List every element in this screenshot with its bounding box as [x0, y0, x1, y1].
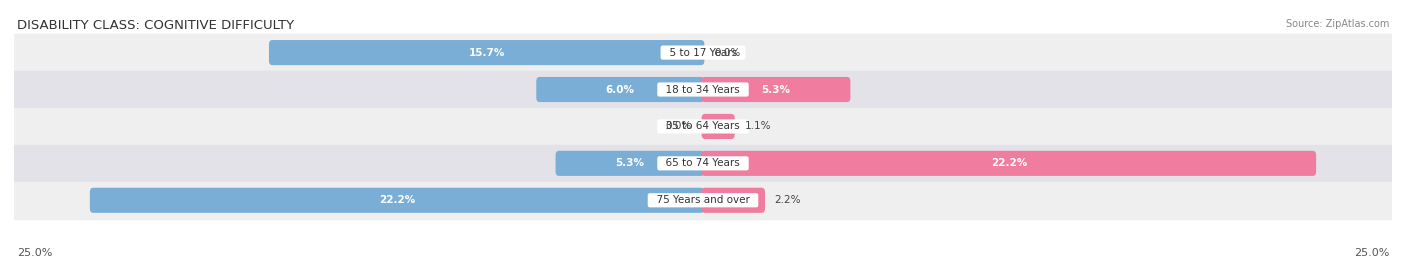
Text: 0.0%: 0.0%: [665, 121, 692, 132]
Text: 0.0%: 0.0%: [714, 48, 741, 58]
Text: 75 Years and over: 75 Years and over: [650, 195, 756, 205]
Text: 25.0%: 25.0%: [17, 248, 52, 258]
Text: 6.0%: 6.0%: [606, 84, 636, 94]
FancyBboxPatch shape: [702, 188, 765, 213]
Text: 18 to 34 Years: 18 to 34 Years: [659, 84, 747, 94]
Bar: [14, 182, 1392, 219]
Bar: [14, 34, 1392, 71]
Bar: [14, 145, 1392, 182]
Text: 65 to 74 Years: 65 to 74 Years: [659, 158, 747, 168]
Text: 22.2%: 22.2%: [991, 158, 1026, 168]
Text: 1.1%: 1.1%: [744, 121, 770, 132]
FancyBboxPatch shape: [555, 151, 704, 176]
FancyBboxPatch shape: [90, 188, 704, 213]
Text: 35 to 64 Years: 35 to 64 Years: [659, 121, 747, 132]
Text: 25.0%: 25.0%: [1354, 248, 1389, 258]
Text: Source: ZipAtlas.com: Source: ZipAtlas.com: [1285, 19, 1389, 29]
FancyBboxPatch shape: [702, 77, 851, 102]
Text: 15.7%: 15.7%: [468, 48, 505, 58]
Text: 2.2%: 2.2%: [775, 195, 801, 205]
Text: 5.3%: 5.3%: [616, 158, 644, 168]
Text: 5.3%: 5.3%: [762, 84, 790, 94]
Bar: [14, 71, 1392, 108]
FancyBboxPatch shape: [536, 77, 704, 102]
Bar: [14, 108, 1392, 145]
Legend: Male, Female: Male, Female: [640, 267, 766, 269]
FancyBboxPatch shape: [702, 114, 735, 139]
Text: 5 to 17 Years: 5 to 17 Years: [662, 48, 744, 58]
FancyBboxPatch shape: [702, 151, 1316, 176]
FancyBboxPatch shape: [269, 40, 704, 65]
Text: 22.2%: 22.2%: [380, 195, 415, 205]
Text: DISABILITY CLASS: COGNITIVE DIFFICULTY: DISABILITY CLASS: COGNITIVE DIFFICULTY: [17, 19, 294, 32]
